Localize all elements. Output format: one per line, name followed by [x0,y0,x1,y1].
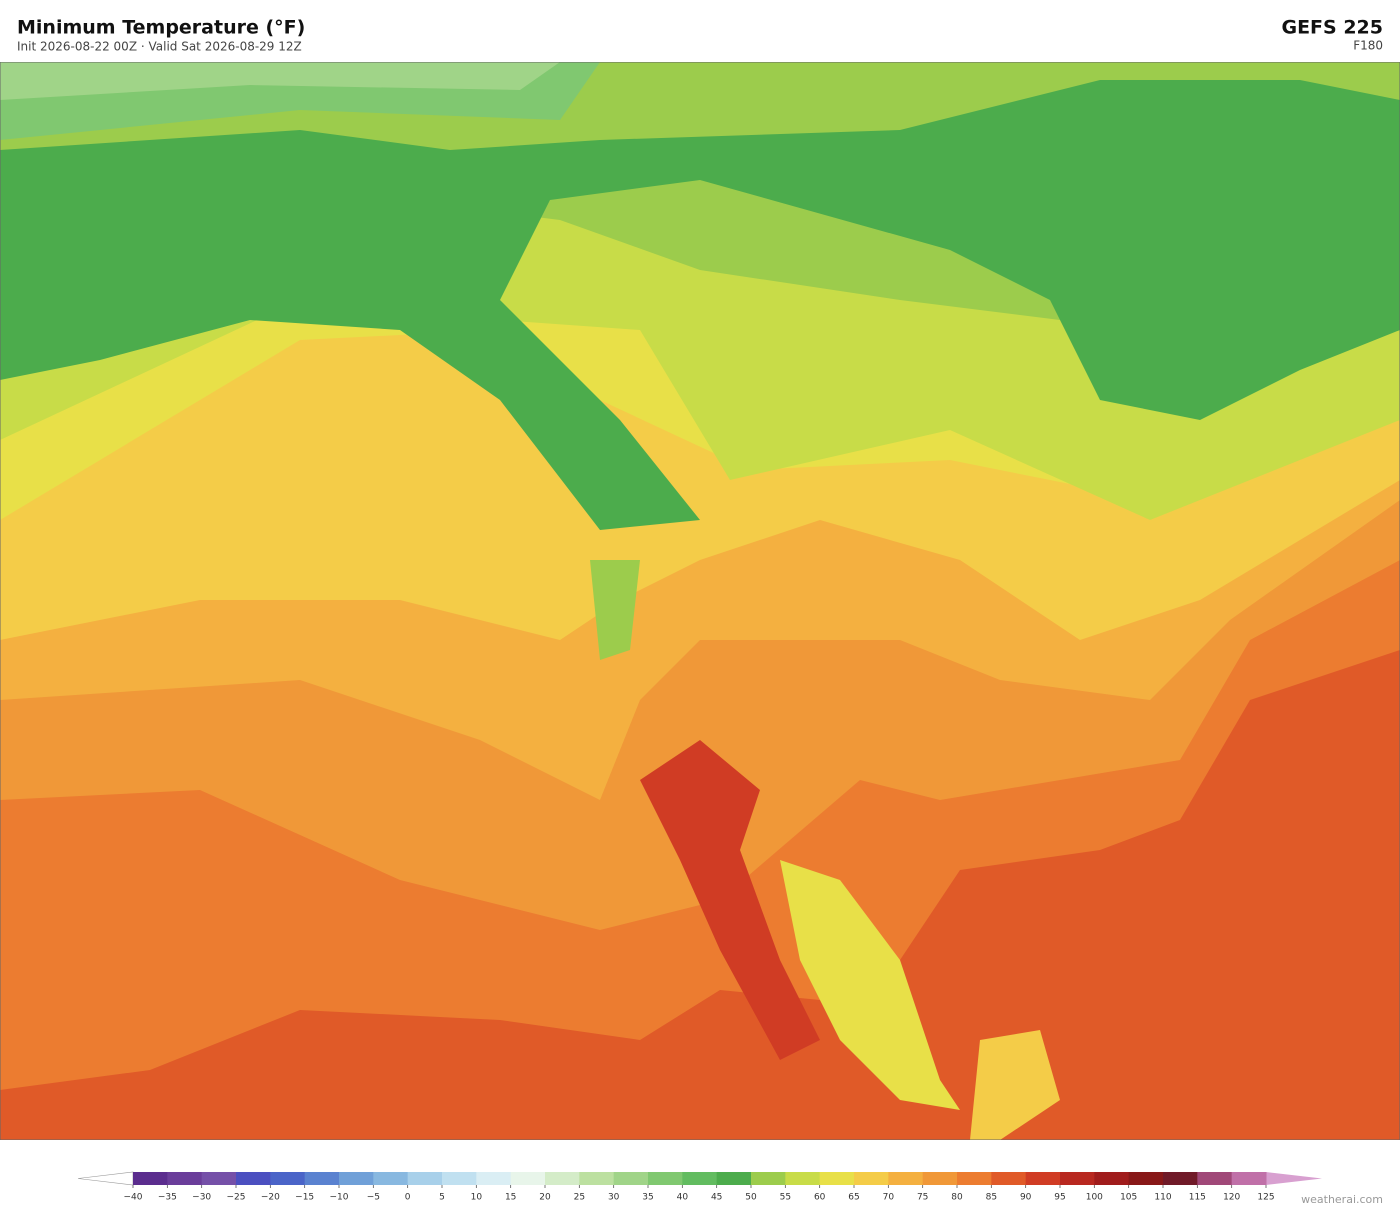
colorbar-tick-label: −5 [367,1193,380,1203]
colorbar-bin [957,1172,992,1185]
colorbar-tick-label: 40 [677,1193,689,1203]
map-field [970,1030,1060,1140]
colorbar-tick-label: −10 [330,1193,349,1203]
colorbar-bin [716,1172,752,1185]
colorbar-bin [304,1172,340,1185]
map-field [780,860,960,1110]
colorbar-bin [373,1172,409,1185]
colorbar-bin [1197,1172,1233,1185]
colorbar-bin [510,1172,546,1185]
colorbar-bin [270,1172,306,1185]
colorbar-bin [1163,1172,1198,1185]
colorbar-tick-label: 90 [1020,1193,1032,1203]
colorbar-bin [167,1172,203,1185]
colorbar-tick-label: 5 [439,1193,445,1203]
colorbar-tick-label: 75 [917,1193,928,1203]
colorbar-bin [751,1172,786,1185]
colorbar-bin [579,1172,615,1185]
colorbar-over [1266,1172,1322,1185]
map [0,62,1400,1140]
colorbar-tick-label: 85 [986,1193,997,1203]
colorbar-tick-label: 100 [1086,1193,1103,1203]
colorbar-bin [991,1172,1027,1185]
subtitle: Init 2026-08-22 00Z · Valid Sat 2026-08-… [17,40,302,54]
colorbar-tick-label: 10 [471,1193,483,1203]
colorbar-tick-label: 35 [642,1193,653,1203]
map-field [0,80,1400,530]
colorbar: −40 −35 −30 −25 −20 −15 −10 −5 0 5 10 15 20 25 30 35 40 4… [77,1171,1322,1203]
colorbar-tick-label: 15 [505,1193,516,1203]
colorbar-tick-label: 105 [1120,1193,1137,1203]
map-field [640,740,820,1060]
colorbar-bin [854,1172,889,1185]
colorbar-bin [1231,1172,1267,1185]
colorbar-tick-label: −15 [295,1193,314,1203]
colorbar-bin [476,1172,512,1185]
colorbar-bin [613,1172,649,1185]
colorbar-tick-label: 120 [1223,1193,1240,1203]
map-field [0,62,560,100]
colorbar-bin [339,1172,374,1185]
model: GEFS 225 [1281,17,1383,39]
colorbar-tick-label: 60 [814,1193,826,1203]
colorbar-tick-label: −35 [158,1193,177,1203]
title: Minimum Temperature (°F) [17,17,305,39]
colorbar-bin [922,1172,958,1185]
colorbar-tick-label: −30 [192,1193,211,1203]
colorbar-bin [1094,1172,1130,1185]
colorbar-tick-label: 30 [608,1193,620,1203]
colorbar-tick-label: 0 [405,1193,411,1203]
colorbar-tick-label: 45 [711,1193,722,1203]
colorbar-bin [1060,1172,1095,1185]
map-field [590,560,640,660]
colorbar-tick-label: 65 [848,1193,859,1203]
colorbar-bin [442,1172,477,1185]
colorbar-tick-label: 80 [951,1193,963,1203]
colorbar-bin [888,1172,924,1185]
colorbar-bin [1128,1172,1164,1185]
colorbar-bin [648,1172,683,1185]
colorbar-bin [785,1172,821,1185]
colorbar-bin [201,1172,237,1185]
colorbar-tick-label: −20 [261,1193,280,1203]
colorbar-tick-label: 110 [1154,1193,1171,1203]
colorbar-bin [682,1172,718,1185]
colorbar-bin [133,1172,168,1185]
colorbar-tick-label: 50 [745,1193,757,1203]
colorbar-tick-label: 95 [1054,1193,1065,1203]
colorbar-tick-label: 70 [883,1193,895,1203]
colorbar-tick-label: 55 [780,1193,791,1203]
colorbar-bin [407,1172,443,1185]
forecast-hour: F180 [1353,39,1383,53]
colorbar-bin [1025,1172,1061,1185]
colorbar-tick-label: −40 [124,1193,143,1203]
colorbar-bin [819,1172,855,1185]
colorbar-bin [545,1172,580,1185]
colorbar-tick-label: 20 [539,1193,551,1203]
colorbar-bin [236,1172,271,1185]
colorbar-tick-label: 115 [1189,1193,1206,1203]
colorbar-tick-label: 125 [1257,1193,1274,1203]
colorbar-tick-label: 25 [574,1193,585,1203]
colorbar-tick-label: −25 [227,1193,246,1203]
credit: weatherai.com [1301,1193,1383,1206]
